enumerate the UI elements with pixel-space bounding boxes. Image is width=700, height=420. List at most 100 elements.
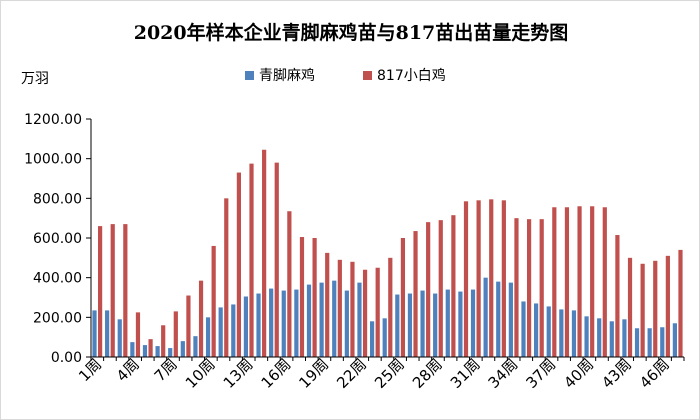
x-tick-label: 31周: [447, 355, 484, 392]
y-tick-label: 1200.00: [24, 112, 82, 128]
bars: [92, 149, 683, 357]
x-axis-ticks: 1周 4周 7周 10周 13周 16周 19周 22周 25周 28周 31周 34周 37周 40周 4…: [75, 355, 685, 392]
bar-qingjiao-44周: [634, 328, 640, 357]
bar-817-7周: [173, 311, 178, 357]
bar-qingjiao-10周: [205, 317, 211, 357]
bar-qingjiao-40周: [584, 316, 589, 357]
bar-817-21周: [350, 261, 355, 357]
bar-qingjiao-4周: [130, 342, 135, 357]
bar-817-5周: [148, 339, 153, 357]
bar-817-2周: [110, 224, 115, 357]
bar-817-45周: [653, 260, 658, 357]
bar-qingjiao-45周: [647, 328, 652, 357]
bar-817-11周: [224, 198, 229, 357]
bar-817-43周: [627, 257, 633, 357]
bar-qingjiao-1周: [92, 310, 97, 357]
bar-817-24周: [388, 257, 393, 357]
bar-qingjiao-35周: [521, 301, 526, 357]
bar-817-31周: [476, 200, 481, 357]
bar-qingjiao-9周: [193, 336, 198, 357]
bar-817-30周: [463, 201, 469, 357]
bar-qingjiao-12周: [231, 304, 236, 357]
bar-qingjiao-2周: [105, 310, 110, 357]
bar-817-16周: [287, 211, 292, 357]
bar-qingjiao-38周: [559, 309, 564, 357]
bar-qingjiao-16周: [281, 290, 286, 357]
bar-817-37周: [552, 207, 557, 357]
bar-qingjiao-43周: [622, 319, 627, 357]
x-tick-label: 43周: [598, 355, 635, 392]
y-tick-label: 600.00: [33, 231, 82, 247]
bar-817-25周: [400, 238, 406, 357]
y-axis-unit-label: 万羽: [21, 71, 49, 87]
x-tick-label: 25周: [371, 355, 408, 392]
legend-label-series-2: 817小白鸡: [377, 67, 446, 84]
x-tick-label: 7周: [151, 355, 181, 385]
bar-qingjiao-36周: [534, 303, 539, 357]
bar-817-4周: [135, 312, 141, 357]
bar-817-35周: [526, 219, 532, 357]
bar-817-41周: [602, 207, 607, 357]
bar-qingjiao-37周: [546, 306, 551, 357]
bar-qingjiao-24周: [382, 318, 387, 357]
bar-qingjiao-13周: [243, 296, 249, 357]
x-tick-label: 19周: [295, 355, 332, 392]
bar-qingjiao-32周: [483, 277, 488, 357]
bar-817-20周: [337, 259, 342, 357]
bar-qingjiao-41周: [597, 318, 602, 357]
bar-qingjiao-34周: [508, 282, 513, 357]
x-tick-label: 40周: [560, 355, 597, 392]
bar-817-44周: [640, 263, 645, 357]
bar-817-42周: [615, 235, 620, 357]
bar-qingjiao-28周: [433, 293, 438, 357]
bar-817-14周: [262, 149, 267, 357]
bar-qingjiao-19周: [319, 282, 324, 357]
x-tick-label: 37周: [523, 355, 560, 392]
bar-qingjiao-18周: [306, 284, 312, 357]
x-tick-label: 10周: [182, 355, 219, 392]
bar-qingjiao-5周: [142, 345, 148, 357]
bar-817-8周: [186, 295, 191, 357]
bar-817-38周: [564, 207, 570, 357]
bar-qingjiao-22周: [357, 282, 362, 357]
bar-817-26周: [413, 231, 418, 357]
bar-817-32周: [489, 199, 494, 357]
y-tick-label: 200.00: [33, 310, 82, 326]
bar-qingjiao-15周: [269, 288, 274, 357]
y-tick-label: 0.00: [51, 350, 82, 366]
bar-817-27周: [426, 222, 431, 357]
bar-qingjiao-20周: [332, 280, 337, 357]
bar-817-22周: [362, 269, 368, 357]
y-tick-label: 400.00: [33, 271, 82, 287]
bar-qingjiao-6周: [155, 346, 160, 357]
bar-qingjiao-29周: [445, 289, 450, 357]
bar-817-29周: [451, 215, 456, 357]
bar-817-28周: [438, 220, 443, 357]
bar-817-40周: [590, 206, 595, 357]
bar-qingjiao-42周: [609, 321, 614, 357]
legend-label-series-1: 青脚麻鸡: [259, 67, 315, 84]
bar-817-46周: [665, 255, 670, 357]
y-axis-ticks: 0.00 200.00 400.00 600.00 800.00 1000.00 1200.…: [24, 112, 91, 366]
bar-qingjiao-14周: [256, 293, 261, 357]
bar-817-34周: [514, 218, 519, 357]
bar-qingjiao-23周: [369, 321, 375, 357]
legend-swatch-series-2: [363, 71, 372, 80]
bar-qingjiao-8周: [180, 341, 185, 357]
bar-817-6周: [161, 325, 166, 357]
legend: 青脚麻鸡 817小白鸡: [245, 67, 446, 84]
bar-qingjiao-27周: [420, 290, 425, 357]
bar-817-39周: [577, 206, 582, 357]
bar-qingjiao-31周: [470, 289, 476, 357]
x-tick-label: 34周: [485, 355, 522, 392]
bar-qingjiao-3周: [117, 319, 122, 357]
x-tick-label: 16周: [258, 355, 295, 392]
bar-817-3周: [123, 224, 128, 357]
bar-817-18周: [312, 238, 317, 357]
x-tick-label: 13周: [220, 355, 257, 392]
x-tick-label: 22周: [333, 355, 370, 392]
bar-817-1周: [98, 226, 103, 357]
y-tick-label: 800.00: [33, 191, 82, 207]
